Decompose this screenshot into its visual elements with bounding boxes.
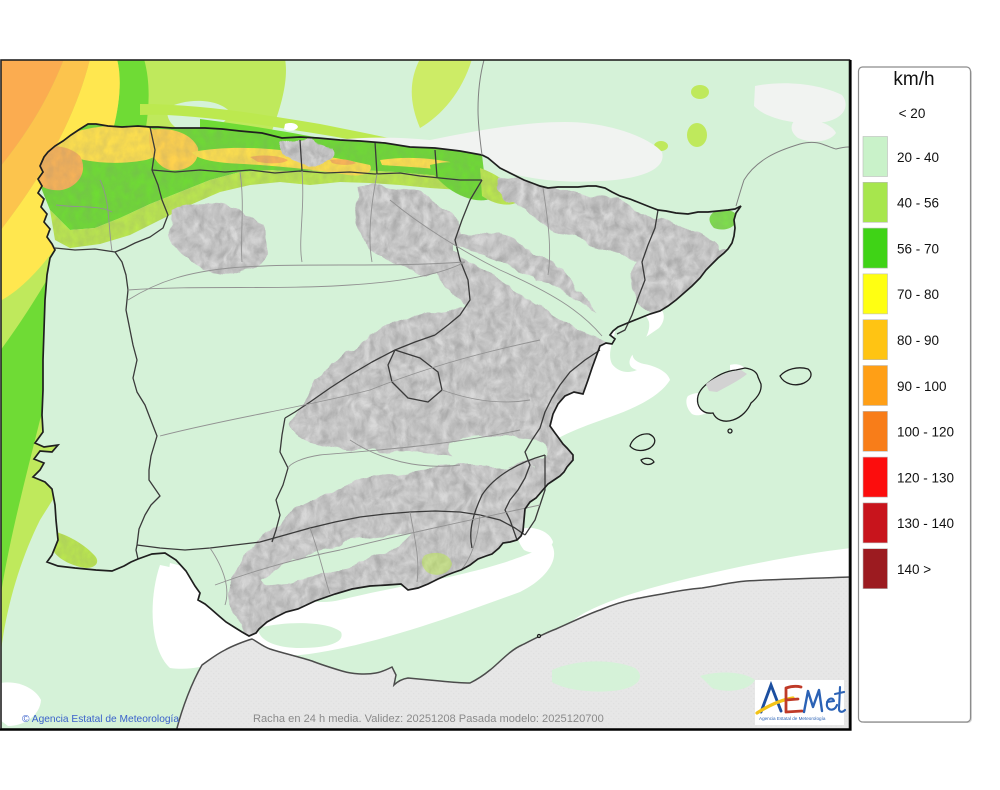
svg-text:km/h: km/h xyxy=(893,69,934,90)
svg-text:20 - 40: 20 - 40 xyxy=(897,150,939,165)
svg-text:Racha en 24 h media. Validez:: Racha en 24 h media. Validez: 20251208 P… xyxy=(253,713,604,725)
svg-text:© Agencia Estatal de Meteorolo: © Agencia Estatal de Meteorología xyxy=(22,714,179,725)
svg-text:Agencia Estatal de Meteorologí: Agencia Estatal de Meteorología xyxy=(759,716,826,721)
svg-text:100 - 120: 100 - 120 xyxy=(897,425,954,440)
svg-text:56 - 70: 56 - 70 xyxy=(897,241,939,256)
svg-text:70 - 80: 70 - 80 xyxy=(897,287,939,302)
svg-text:120 - 130: 120 - 130 xyxy=(897,470,954,485)
svg-text:140 >: 140 > xyxy=(897,562,931,577)
svg-text:90 - 100: 90 - 100 xyxy=(897,379,947,394)
svg-text:< 20: < 20 xyxy=(899,106,926,121)
svg-text:40 - 56: 40 - 56 xyxy=(897,196,939,211)
svg-text:80 - 90: 80 - 90 xyxy=(897,333,939,348)
svg-text:130 - 140: 130 - 140 xyxy=(897,516,954,531)
